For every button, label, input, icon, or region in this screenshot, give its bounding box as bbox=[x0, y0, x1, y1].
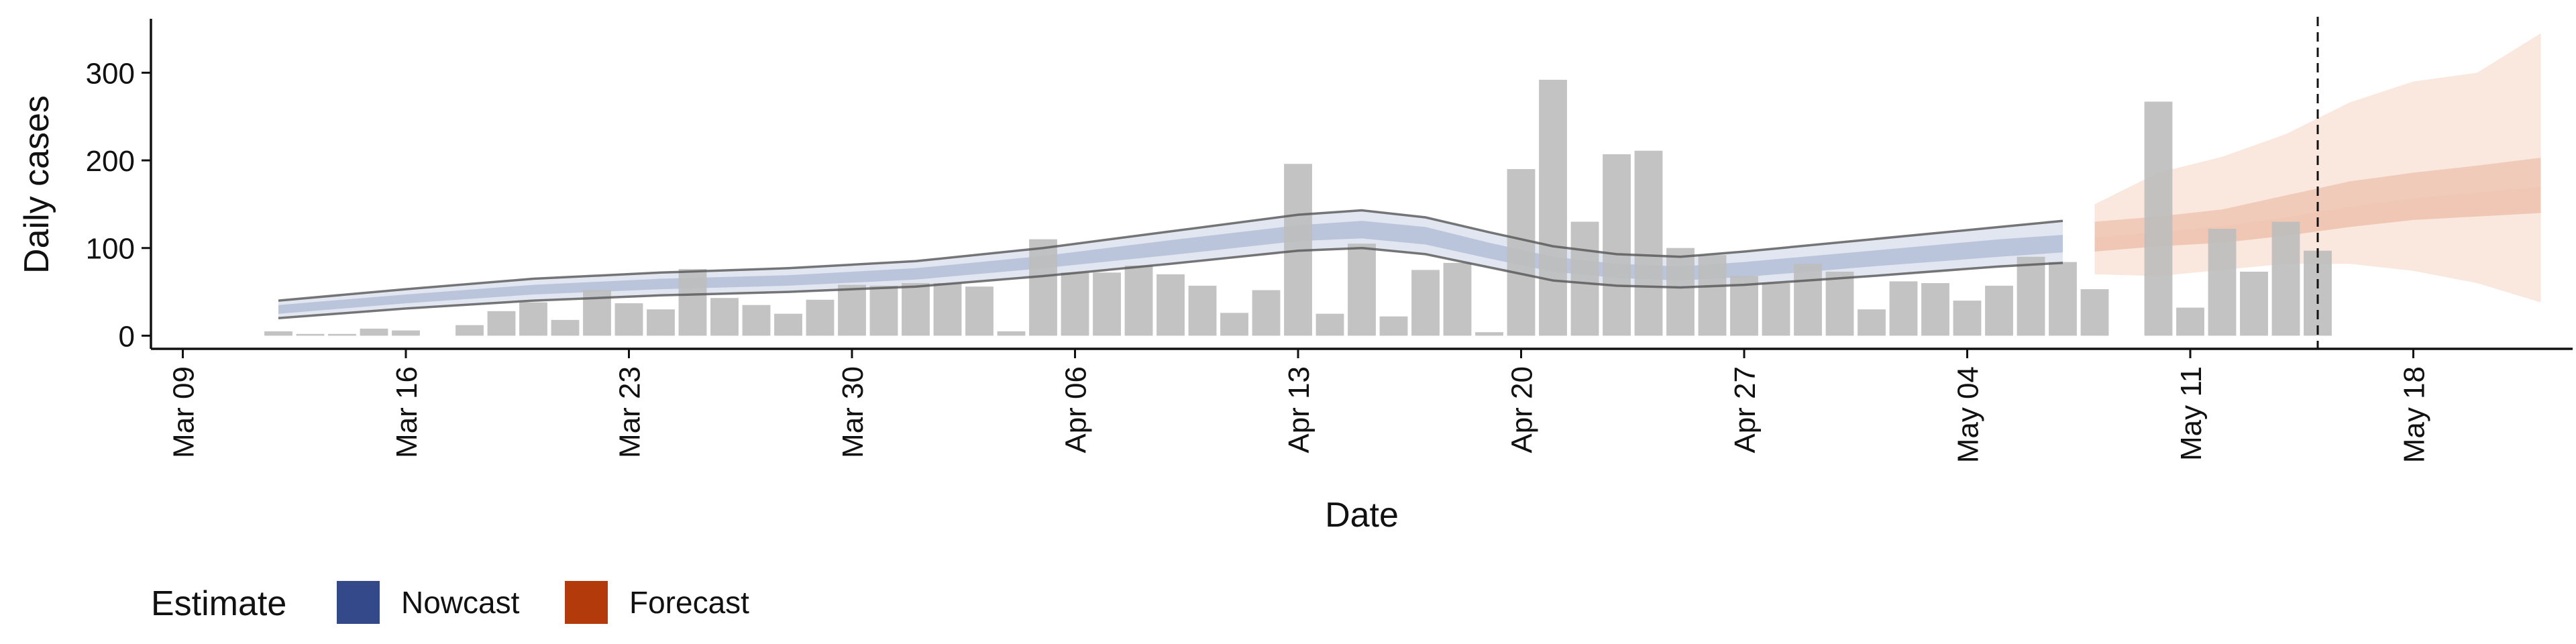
bar bbox=[487, 311, 516, 336]
bar bbox=[1093, 272, 1121, 336]
legend-swatch-forecast bbox=[565, 581, 608, 624]
bar bbox=[647, 309, 675, 336]
x-tick-label: May 04 bbox=[1952, 366, 1985, 463]
x-tick-label: May 18 bbox=[2398, 366, 2431, 463]
bar bbox=[1348, 244, 1376, 336]
bar bbox=[902, 283, 930, 336]
bar bbox=[869, 285, 898, 336]
bar bbox=[1379, 316, 1408, 336]
bar bbox=[933, 283, 962, 336]
legend-swatch-nowcast bbox=[337, 581, 380, 624]
bar bbox=[455, 325, 484, 336]
bar bbox=[1762, 283, 1790, 336]
bar bbox=[742, 305, 771, 336]
bar bbox=[2208, 229, 2237, 336]
x-tick-label: Apr 06 bbox=[1060, 366, 1093, 453]
bar bbox=[1411, 270, 1440, 336]
y-ticks: 0 100 200 300 bbox=[86, 57, 151, 353]
bar bbox=[2176, 307, 2204, 336]
bar bbox=[1985, 285, 2013, 336]
bar bbox=[1157, 274, 1185, 336]
nowcast-90-band bbox=[278, 210, 2063, 319]
bar bbox=[1443, 262, 1472, 336]
nowcast-upper_90-line bbox=[278, 209, 2063, 302]
bar bbox=[806, 299, 835, 336]
legend: Estimate Nowcast Forecast bbox=[151, 581, 749, 624]
x-tick-label: Apr 20 bbox=[1506, 366, 1539, 453]
bar bbox=[392, 330, 420, 336]
bar bbox=[2144, 101, 2173, 336]
bar bbox=[1188, 285, 1217, 336]
bar bbox=[678, 269, 707, 336]
bar bbox=[1220, 313, 1248, 336]
bar bbox=[1475, 332, 1503, 336]
x-axis-label: Date bbox=[1325, 496, 1399, 535]
x-tick-label: Mar 09 bbox=[168, 366, 201, 458]
bar bbox=[1794, 264, 1822, 336]
y-tick-label: 200 bbox=[86, 145, 135, 178]
bar bbox=[997, 331, 1026, 336]
bar bbox=[1953, 301, 1982, 336]
bar bbox=[1316, 313, 1344, 336]
bar bbox=[1124, 265, 1153, 336]
y-tick-label: 0 bbox=[119, 320, 135, 353]
x-ticks: Mar 09 Mar 16 Mar 23 Mar 30 Apr 06 Apr 13 Apr … bbox=[168, 349, 2431, 463]
y-tick-label: 300 bbox=[86, 57, 135, 90]
legend-label-forecast: Forecast bbox=[629, 585, 749, 620]
x-tick-label: Mar 30 bbox=[837, 366, 869, 458]
bar bbox=[519, 302, 547, 336]
x-tick-label: Mar 23 bbox=[614, 366, 647, 458]
bar bbox=[1603, 154, 1631, 336]
bar bbox=[328, 333, 356, 336]
x-tick-label: Mar 16 bbox=[390, 366, 423, 458]
x-tick-label: May 11 bbox=[2175, 366, 2208, 461]
bar bbox=[965, 286, 994, 336]
bar bbox=[2304, 250, 2332, 336]
y-axis-label: Daily cases bbox=[17, 95, 56, 274]
bar bbox=[1029, 239, 1057, 336]
bar bbox=[1634, 150, 1663, 336]
bar bbox=[2049, 262, 2077, 336]
bar bbox=[1666, 248, 1695, 336]
bar bbox=[774, 313, 802, 336]
bar bbox=[2240, 272, 2268, 336]
bar bbox=[710, 298, 739, 336]
bar bbox=[296, 333, 325, 336]
axes bbox=[150, 19, 2573, 350]
x-tick-label: Apr 27 bbox=[1729, 366, 1762, 453]
bar bbox=[1825, 272, 1854, 336]
bar bbox=[614, 303, 643, 336]
bars bbox=[264, 79, 2332, 336]
bar bbox=[2080, 289, 2109, 336]
nowcast-lower_90-line bbox=[278, 246, 2063, 320]
bar bbox=[1570, 221, 1599, 336]
bar bbox=[1507, 169, 1536, 336]
bar bbox=[2271, 221, 2300, 336]
bar bbox=[264, 331, 292, 336]
y-tick-label: 100 bbox=[86, 233, 135, 266]
bar bbox=[1921, 283, 1949, 336]
bar bbox=[551, 319, 580, 336]
bar bbox=[1539, 79, 1567, 336]
nowcast-lines bbox=[278, 209, 2063, 320]
forecast-90-band bbox=[2094, 33, 2541, 303]
legend-label-nowcast: Nowcast bbox=[401, 585, 520, 620]
bar bbox=[1061, 272, 1089, 336]
bar bbox=[1889, 281, 1918, 336]
bar bbox=[2017, 256, 2045, 336]
x-tick-label: Apr 13 bbox=[1283, 366, 1316, 453]
bar bbox=[1698, 255, 1727, 336]
bar bbox=[838, 284, 866, 336]
legend-title: Estimate bbox=[151, 584, 286, 623]
bar bbox=[360, 328, 388, 336]
bar bbox=[1252, 290, 1281, 336]
bar bbox=[1858, 309, 1886, 336]
